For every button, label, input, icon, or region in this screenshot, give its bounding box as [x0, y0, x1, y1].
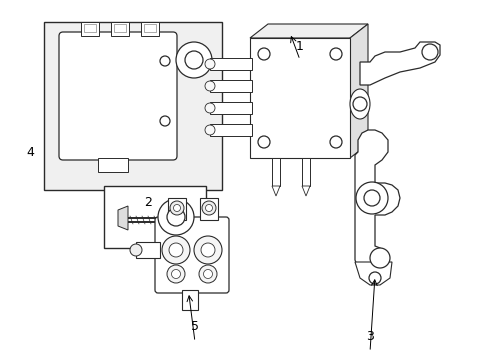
Polygon shape — [271, 186, 280, 196]
Circle shape — [205, 204, 212, 211]
Polygon shape — [118, 206, 128, 230]
Circle shape — [204, 81, 215, 91]
Circle shape — [369, 248, 389, 268]
Circle shape — [363, 190, 379, 206]
Text: 4: 4 — [26, 147, 34, 159]
Bar — [249, 38, 349, 158]
Circle shape — [421, 44, 437, 60]
Bar — [141, 22, 159, 36]
Circle shape — [329, 136, 341, 148]
Bar — [209, 80, 251, 92]
Circle shape — [201, 243, 215, 257]
Polygon shape — [354, 262, 391, 285]
Circle shape — [160, 56, 170, 66]
Circle shape — [194, 236, 222, 264]
Bar — [136, 242, 160, 258]
Circle shape — [329, 48, 341, 60]
Circle shape — [173, 204, 180, 211]
Bar — [209, 124, 251, 136]
Text: 5: 5 — [191, 320, 199, 333]
Bar — [271, 158, 280, 186]
Circle shape — [355, 182, 387, 214]
Bar — [168, 198, 185, 220]
Bar — [44, 22, 222, 190]
Circle shape — [204, 125, 215, 135]
Bar — [98, 158, 128, 172]
Text: 2: 2 — [144, 197, 152, 210]
Bar — [302, 158, 309, 186]
Bar — [81, 22, 99, 36]
Bar — [114, 24, 126, 32]
Polygon shape — [359, 42, 439, 85]
Text: 3: 3 — [366, 330, 373, 343]
Circle shape — [352, 97, 366, 111]
Circle shape — [167, 265, 184, 283]
Circle shape — [130, 244, 142, 256]
Polygon shape — [354, 130, 399, 278]
Circle shape — [204, 59, 215, 69]
Circle shape — [160, 116, 170, 126]
Circle shape — [199, 265, 217, 283]
Circle shape — [169, 243, 183, 257]
Bar — [111, 22, 129, 36]
Circle shape — [170, 201, 183, 215]
Circle shape — [203, 270, 212, 279]
Polygon shape — [302, 186, 309, 196]
Circle shape — [258, 48, 269, 60]
Circle shape — [258, 136, 269, 148]
Bar — [200, 198, 218, 220]
Ellipse shape — [349, 89, 369, 119]
Bar — [182, 290, 198, 310]
Bar — [84, 24, 96, 32]
Circle shape — [368, 272, 380, 284]
Polygon shape — [349, 24, 367, 158]
Circle shape — [176, 42, 212, 78]
FancyBboxPatch shape — [155, 217, 228, 293]
FancyBboxPatch shape — [59, 32, 177, 160]
Bar — [209, 102, 251, 114]
Circle shape — [167, 208, 184, 226]
Bar — [104, 186, 205, 248]
Circle shape — [162, 236, 190, 264]
Bar — [143, 24, 156, 32]
Bar — [209, 58, 251, 70]
Circle shape — [184, 51, 203, 69]
Circle shape — [204, 103, 215, 113]
Circle shape — [158, 199, 194, 235]
Circle shape — [202, 201, 216, 215]
Text: 1: 1 — [295, 40, 304, 54]
Polygon shape — [249, 24, 367, 38]
Circle shape — [171, 270, 180, 279]
